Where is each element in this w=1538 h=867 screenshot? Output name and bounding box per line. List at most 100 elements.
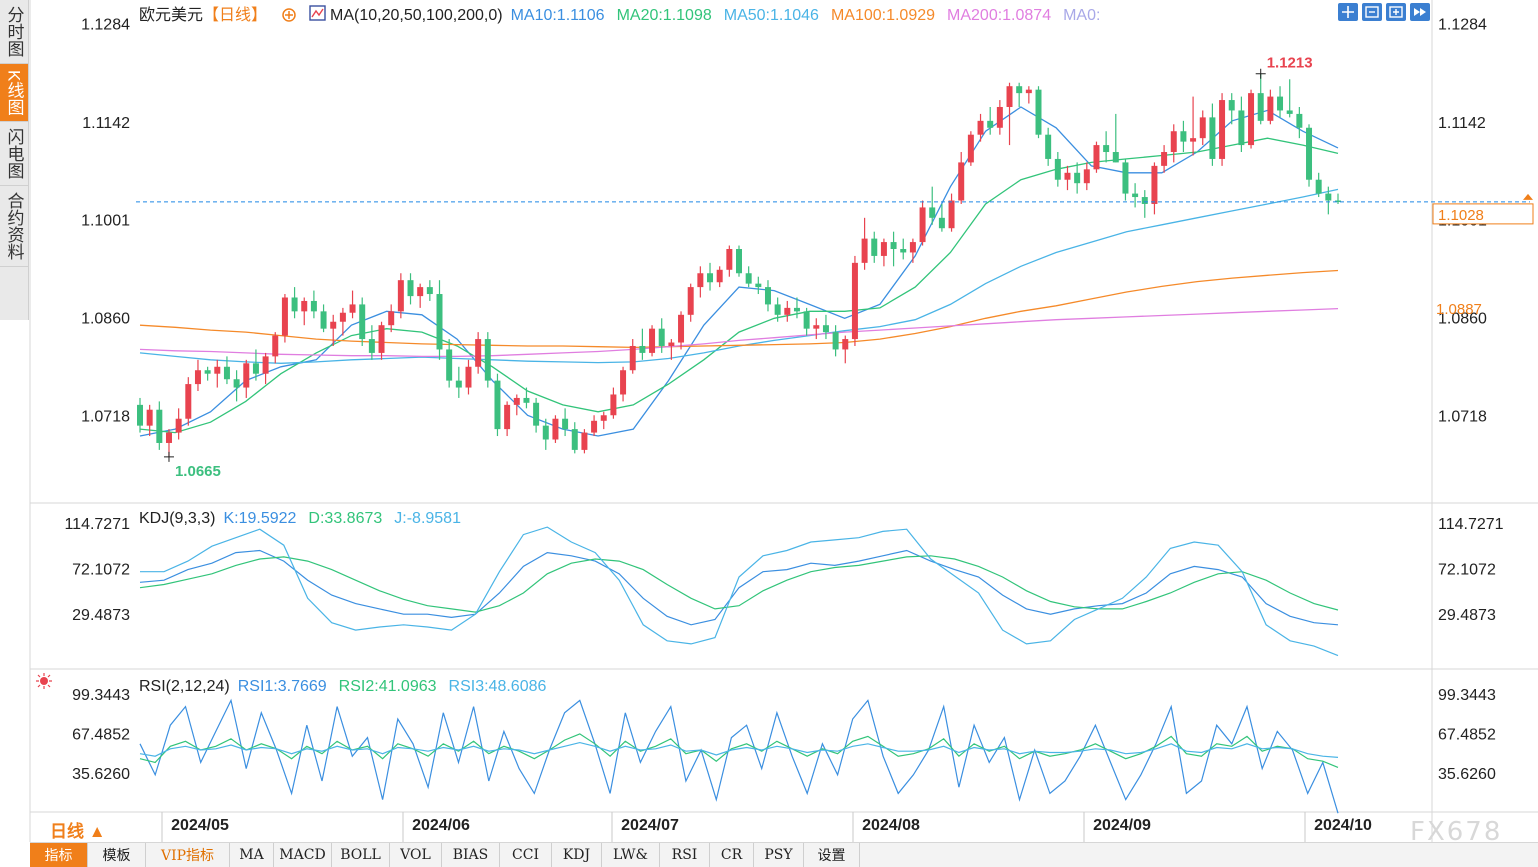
candle-body: [1035, 89, 1042, 135]
candle-body: [1199, 117, 1206, 139]
candle-body: [388, 311, 395, 326]
x-tick-label: 2024/06: [412, 817, 470, 834]
candle-body: [600, 415, 607, 421]
candle-body: [987, 120, 994, 128]
ma200-line: [139, 307, 1339, 358]
x-tick-label: 2024/09: [1093, 817, 1151, 834]
candle-body: [919, 207, 926, 243]
kdj-header: KDJ(9,3,3) K:19.5922 D:33.8673 J:-8.9581: [139, 510, 461, 527]
ma10-value: MA10:1.1106: [511, 7, 605, 24]
candle-body: [320, 311, 327, 329]
candle-body: [967, 134, 974, 163]
candle-body: [542, 425, 549, 440]
candle-body: [774, 304, 781, 315]
candle-body: [175, 418, 182, 433]
high-marker: [1255, 68, 1266, 79]
candle-body: [1325, 193, 1332, 201]
kdj-tick-left: 114.7271: [64, 516, 130, 533]
candle-body: [1257, 93, 1264, 121]
candle-body: [1112, 152, 1119, 163]
candle-body: [900, 249, 907, 253]
candle-body: [909, 242, 916, 253]
candle-body: [301, 300, 308, 312]
candle-body: [204, 370, 211, 374]
kdj-tick-left: 29.4873: [72, 607, 130, 624]
rsi3-line: [139, 741, 1339, 758]
zoom-in-icon[interactable]: [1386, 3, 1406, 21]
psy-button[interactable]: PSY: [754, 843, 804, 867]
ma100-value: MA100:1.0929: [831, 7, 935, 24]
boll-button[interactable]: BOLL: [332, 843, 390, 867]
add-icon[interactable]: [282, 8, 296, 22]
tab-contract-info[interactable]: 合约资料: [0, 186, 28, 268]
candle-body: [252, 363, 259, 374]
candle-body: [1151, 165, 1158, 204]
ma200-value: MA200:1.0874: [947, 7, 1051, 24]
candle-body: [1093, 145, 1100, 170]
vip-indicator-button[interactable]: VIP指标: [146, 843, 230, 867]
candle-body: [146, 409, 153, 426]
candle-body: [349, 304, 356, 313]
tab-kline[interactable]: K线图: [0, 64, 28, 123]
kdj-k-value: K:19.5922: [223, 510, 296, 527]
candle-body: [726, 249, 733, 270]
rsi-params: RSI(2,12,24): [139, 678, 230, 695]
rsi-header: RSI(2,12,24) RSI1:3.7669 RSI2:41.0963 RSI3:…: [139, 678, 546, 695]
current-price-box: [1432, 203, 1534, 225]
zoom-out-icon[interactable]: [1362, 3, 1382, 21]
ma-button[interactable]: MA: [230, 843, 274, 867]
candle-body: [185, 384, 192, 419]
indicator-chart-icon[interactable]: [309, 5, 326, 21]
candle-body: [214, 366, 221, 374]
y-tick-left: 1.1142: [82, 115, 130, 132]
lw-button[interactable]: LW&: [602, 843, 660, 867]
rsi3-value: RSI3:48.6086: [449, 678, 547, 695]
period-tag[interactable]: 【日线】: [203, 6, 267, 24]
kdj-tick-left: 72.1072: [72, 561, 130, 578]
candle-body: [513, 397, 520, 405]
fullscreen-icon[interactable]: [1410, 3, 1430, 21]
rsi-lines: [139, 698, 1339, 814]
cr-button[interactable]: CR: [710, 843, 754, 867]
low-price-label: 1.0665: [175, 463, 221, 480]
indicator-button[interactable]: 指标: [30, 843, 88, 867]
candle-body: [938, 217, 945, 229]
vol-button[interactable]: VOL: [390, 843, 442, 867]
candle-body: [1209, 117, 1216, 159]
x-tick-label: 2024/10: [1314, 817, 1372, 834]
tab-lightning[interactable]: 闪电图: [0, 122, 28, 187]
candle-body: [929, 207, 936, 218]
crosshair-icon[interactable]: [1338, 3, 1358, 21]
candle-body: [842, 339, 849, 350]
candle-body: [1315, 179, 1322, 194]
rsi-button[interactable]: RSI: [660, 843, 710, 867]
template-button[interactable]: 模板: [88, 843, 146, 867]
main-header: 欧元美元【日线】: [139, 6, 267, 24]
candle-body: [948, 200, 955, 229]
candle-body: [629, 345, 636, 371]
rsi1-value: RSI1:3.7669: [238, 678, 327, 695]
tab-lightning-label: 闪电图: [4, 128, 24, 180]
rsi-tick-left: 67.4852: [72, 727, 130, 744]
cci-button[interactable]: CCI: [500, 843, 552, 867]
sun-icon[interactable]: [36, 673, 52, 689]
candle-body: [581, 432, 588, 450]
y-tick-right: 1.1142: [1438, 115, 1486, 132]
candle-body: [793, 307, 800, 312]
candle-body: [262, 356, 269, 374]
period-button[interactable]: 日线 ▲: [50, 822, 106, 841]
settings-button[interactable]: 设置: [804, 843, 860, 867]
candle-body: [1161, 152, 1168, 166]
candle-body: [1054, 158, 1061, 180]
y-tick-left: 1.1284: [81, 17, 130, 34]
candle-body: [1238, 110, 1245, 146]
kdj-button[interactable]: KDJ: [552, 843, 602, 867]
tab-timeshare[interactable]: 分时图: [0, 0, 28, 64]
kdj-j-line: [140, 526, 1339, 657]
candle-body: [716, 269, 723, 283]
macd-button[interactable]: MACD: [274, 843, 332, 867]
kdj-d-line: [139, 555, 1339, 613]
bias-button[interactable]: BIAS: [442, 843, 500, 867]
candle-body: [813, 325, 820, 329]
